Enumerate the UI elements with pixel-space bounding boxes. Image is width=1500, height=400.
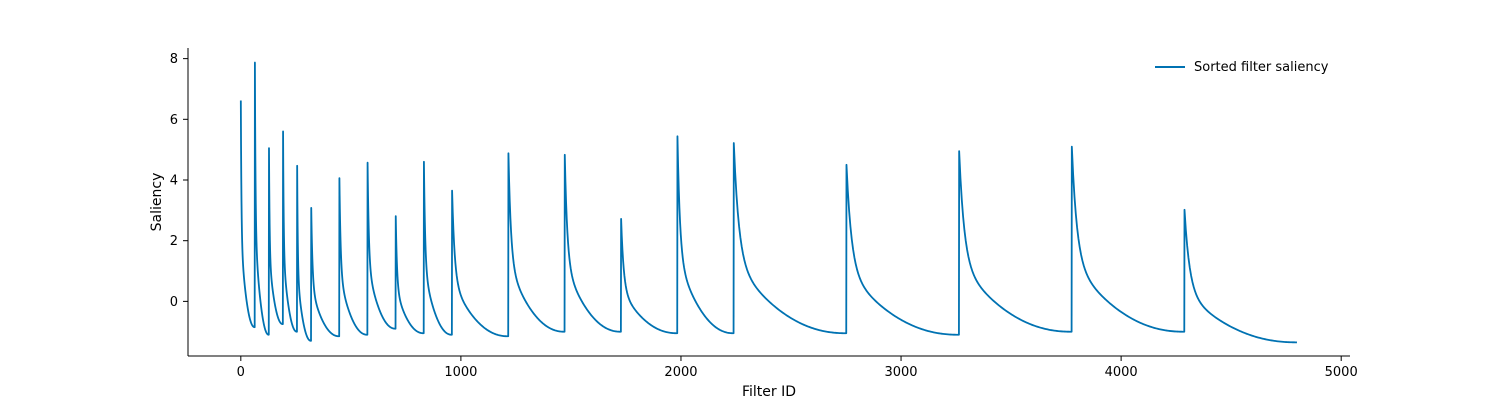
x-axis-label: Filter ID xyxy=(742,384,796,400)
y-axis-label: Saliency xyxy=(149,173,165,232)
x-tick-label: 3000 xyxy=(884,365,917,380)
series-line-sorted-filter-saliency xyxy=(239,61,1298,344)
y-tick-label: 6 xyxy=(170,113,178,128)
x-tick-label: 0 xyxy=(237,365,245,380)
x-tick-label: 1000 xyxy=(444,365,477,380)
legend-entry-label: Sorted filter saliency xyxy=(1194,60,1329,75)
y-ticks: 0 2 4 6 8 xyxy=(170,52,188,310)
x-tick-label: 5000 xyxy=(1325,365,1358,380)
plot-area xyxy=(239,61,1298,344)
y-tick-label: 4 xyxy=(170,174,178,189)
x-tick-label: 2000 xyxy=(664,365,697,380)
y-tick-label: 2 xyxy=(170,234,178,249)
x-ticks: 0 1000 2000 3000 4000 5000 xyxy=(237,356,1358,380)
y-tick-label: 0 xyxy=(170,295,178,310)
x-tick-label: 4000 xyxy=(1105,365,1138,380)
legend: Sorted filter saliency xyxy=(1155,60,1329,75)
y-tick-label: 8 xyxy=(170,52,178,67)
